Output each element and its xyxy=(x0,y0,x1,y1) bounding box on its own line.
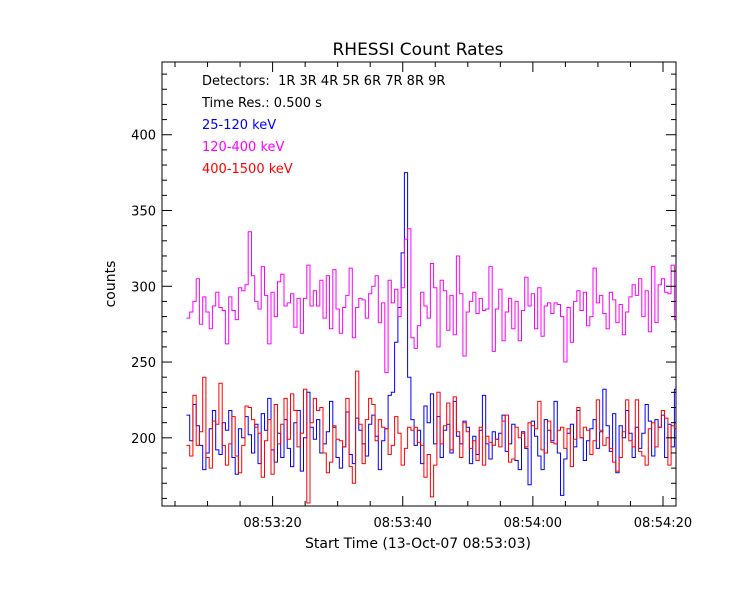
series-line-120-400-kev xyxy=(186,228,676,374)
y-tick-label: 350 xyxy=(131,205,156,220)
x-tick-label: 08:54:00 xyxy=(504,516,562,531)
series-layer xyxy=(186,172,676,504)
y-axis-label: counts xyxy=(103,261,119,308)
detectors-annotation: Detectors: 1R 3R 4R 5R 6R 7R 8R 9R xyxy=(202,74,445,89)
x-tick-label: 08:53:40 xyxy=(374,516,432,531)
y-tick-label: 300 xyxy=(131,280,156,295)
plot-frame xyxy=(161,61,677,507)
chart-title: RHESSI Count Rates xyxy=(332,40,503,60)
y-tick-label: 200 xyxy=(131,432,156,447)
legend-label-120-400-kev: 120-400 keV xyxy=(202,140,285,155)
legend-label-400-1500-kev: 400-1500 keV xyxy=(202,162,293,177)
legend-label-25-120-kev: 25-120 keV xyxy=(202,118,276,133)
series-line-400-1500-kev xyxy=(186,370,676,504)
x-tick-label: 08:53:20 xyxy=(243,516,301,531)
time-resolution-annotation: Time Res.: 0.500 s xyxy=(201,96,322,111)
y-tick-label: 400 xyxy=(131,129,156,144)
x-tick-label: 08:54:20 xyxy=(634,516,692,531)
y-tick-label: 250 xyxy=(131,356,156,371)
chart-annotations: Detectors: 1R 3R 4R 5R 6R 7R 8R 9R Time … xyxy=(201,74,445,177)
x-axis-label: Start Time (13-Oct-07 08:53:03) xyxy=(305,536,531,552)
axis-layer: 08:53:20 08:53:40 08:54:00 08:54:20 200 250 30… xyxy=(131,62,692,531)
